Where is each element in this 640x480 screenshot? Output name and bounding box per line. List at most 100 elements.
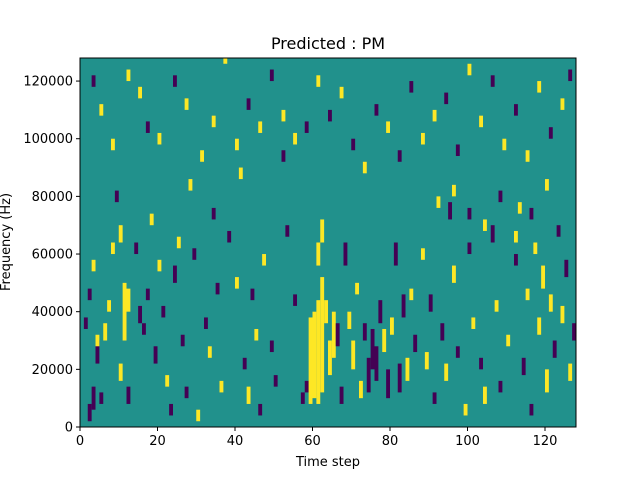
- heatmap-cell-65: [339, 386, 344, 404]
- heatmap-cell-128: [200, 150, 205, 162]
- heatmap-cell-1: [91, 386, 96, 410]
- heatmap-cell-88: [432, 392, 437, 404]
- x-tick-label: 60: [304, 434, 321, 449]
- y-tick-label: 20000: [32, 363, 73, 378]
- heatmap-cell-49: [273, 375, 278, 387]
- heatmap-cell-85: [421, 248, 425, 260]
- y-axis-label: Frequency (Hz): [0, 193, 14, 291]
- heatmap-cell-161: [436, 196, 441, 208]
- heatmap-cell-118: [572, 323, 577, 341]
- heatmap-cell-98: [483, 386, 487, 404]
- heatmap-cell-30: [184, 386, 189, 399]
- heatmap-cell-163: [467, 207, 472, 220]
- heatmap-cell-47: [262, 254, 267, 266]
- heatmap-cell-148: [432, 109, 437, 122]
- heatmap-cell-68: [351, 340, 356, 370]
- heatmap-cell-105: [521, 357, 526, 376]
- heatmap-cell-89: [440, 323, 445, 341]
- heatmap-cell-79: [393, 242, 398, 266]
- heatmap-cell-77: [386, 369, 391, 399]
- heatmap-cell-131: [235, 138, 239, 151]
- heatmap-cell-130: [223, 58, 228, 64]
- heatmap-cell-126: [173, 75, 177, 87]
- x-tick-label: 20: [149, 434, 166, 449]
- heatmap-cell-43: [246, 386, 251, 404]
- y-axis-ticks: 0 20000 40000 60000 80000 100000 120000: [23, 75, 80, 436]
- heatmap-cell-84: [413, 334, 418, 353]
- heatmap-cell-27: [173, 265, 177, 283]
- heatmap-cell-34: [204, 317, 208, 329]
- heatmap-cell-164: [483, 219, 487, 231]
- x-tick-label: 40: [227, 434, 244, 449]
- heatmap-cell-121: [111, 138, 115, 151]
- heatmap-cell-104: [517, 202, 522, 214]
- heatmap-cell-57: [316, 300, 321, 404]
- heatmap-cell-44: [250, 288, 255, 301]
- heatmap-cell-58: [320, 277, 325, 393]
- heatmap-cell-90: [444, 363, 449, 381]
- heatmap-cell-155: [514, 104, 518, 116]
- heatmap-cell-45: [254, 328, 259, 341]
- heatmap-cell-26: [169, 403, 174, 416]
- heatmap-cell-97: [479, 357, 484, 370]
- heatmap-cell-40: [235, 277, 239, 289]
- y-tick-label: 60000: [32, 248, 73, 263]
- heatmap-cell-134: [269, 69, 274, 82]
- heatmap-cell-39: [227, 230, 232, 243]
- heatmap-cell-136: [293, 132, 298, 145]
- heatmap-cell-36: [211, 207, 216, 220]
- heatmap-cell-93: [455, 346, 460, 358]
- heatmap-cell-54: [304, 380, 309, 393]
- heatmap-cell-149: [444, 92, 449, 105]
- heatmap-cell-8: [103, 323, 108, 341]
- heatmap-cell-60: [320, 219, 325, 243]
- heatmap-cell-124: [145, 121, 150, 133]
- heatmap-cell-13: [118, 363, 123, 381]
- heatmap-cell-147: [421, 132, 425, 145]
- heatmap-cell-66: [343, 242, 348, 266]
- heatmap-cell-165: [498, 190, 503, 203]
- heatmap-cell-123: [138, 86, 143, 99]
- heatmap-cell-103: [514, 254, 518, 266]
- heatmap-cell-100: [494, 300, 499, 312]
- heatmap-cell-87: [428, 294, 433, 312]
- heatmap-cell-143: [374, 104, 379, 116]
- heatmap-cell-55: [308, 317, 313, 404]
- heatmap-cell-114: [556, 225, 561, 237]
- heatmap-cell-75: [378, 300, 383, 324]
- heatmap-cell-106: [525, 288, 530, 301]
- x-axis-label: Time step: [295, 455, 360, 470]
- heatmap-cell-78: [390, 317, 394, 335]
- heatmap-cell-42: [242, 357, 247, 370]
- heatmap-cell-5: [87, 288, 92, 301]
- heatmap-cell-80: [397, 363, 402, 393]
- heatmap-cell-96: [471, 317, 476, 329]
- heatmap-cell-3: [99, 392, 104, 404]
- heatmap-cell-46: [258, 403, 263, 416]
- heatmap-cell-154: [502, 138, 507, 151]
- heatmap-cell-160: [568, 69, 573, 82]
- heatmap-cell-41: [238, 167, 243, 180]
- y-tick-label: 80000: [32, 190, 73, 205]
- heatmap-cell-4: [83, 317, 88, 329]
- heatmap-cell-125: [157, 132, 162, 145]
- heatmap-cell-53: [300, 392, 305, 404]
- heatmap-cell-94: [463, 403, 468, 416]
- heatmap-cell-76: [382, 328, 387, 353]
- heatmap-cell-67: [347, 311, 352, 329]
- heatmap-cell-119: [91, 75, 96, 87]
- heatmap-cell-146: [409, 81, 414, 93]
- heatmap-cell-82: [405, 357, 410, 381]
- heatmap-cell-108: [533, 242, 538, 255]
- heatmap-cell-59: [316, 242, 321, 266]
- heatmap-cell-92: [452, 265, 456, 283]
- heatmap-cell-101: [498, 380, 503, 393]
- heatmap-cell-138: [316, 75, 321, 87]
- heatmap-cell-168: [545, 179, 549, 191]
- heatmap-cell-29: [180, 334, 185, 347]
- heatmap-cell-70: [359, 380, 363, 399]
- heatmap-cell-11: [114, 190, 119, 203]
- heatmap-cell-144: [386, 121, 391, 133]
- heatmap-cell-158: [548, 127, 553, 139]
